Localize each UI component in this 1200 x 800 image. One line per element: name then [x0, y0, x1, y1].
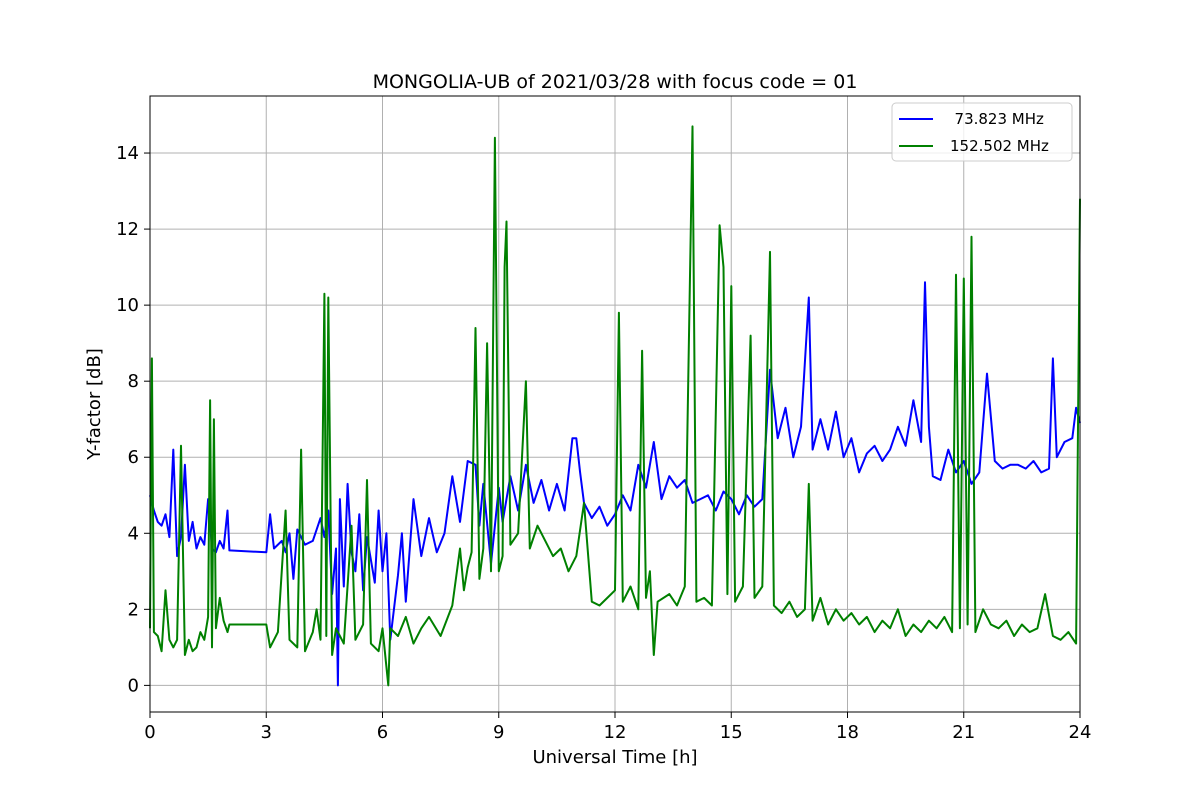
x-tick-label: 15 — [720, 722, 743, 743]
x-axis-label: Universal Time [h] — [532, 747, 697, 768]
series-layer — [149, 125, 1081, 687]
legend-box — [891, 102, 1073, 162]
x-tick-label: 6 — [377, 722, 388, 743]
y-axis: 0 2 4 6 8 10 12 14 — [116, 143, 150, 696]
x-tick-label: 24 — [1069, 722, 1092, 743]
x-tick-label: 9 — [493, 722, 504, 743]
x-tick-label: 18 — [836, 722, 859, 743]
y-tick-label: 14 — [116, 143, 139, 164]
chart-title: MONGOLIA-UB of 2021/03/28 with focus cod… — [373, 71, 858, 93]
x-tick-label: 21 — [952, 722, 975, 743]
series-line-73mhz — [149, 281, 1081, 687]
x-tick-label: 12 — [604, 722, 627, 743]
x-axis: 0 3 6 9 12 15 18 21 24 — [144, 712, 1091, 743]
y-tick-label: 2 — [128, 599, 139, 620]
legend-label-152mhz: 152.502 MHz — [950, 137, 1049, 155]
y-tick-label: 4 — [128, 523, 139, 544]
y-axis-label: Y-factor [dB] — [84, 348, 105, 461]
y-tick-label: 8 — [128, 371, 139, 392]
x-tick-label: 0 — [144, 722, 155, 743]
y-tick-label: 6 — [128, 447, 139, 468]
y-tick-label: 0 — [128, 675, 139, 696]
x-tick-label: 3 — [261, 722, 272, 743]
legend-label-73mhz: 73.823 MHz — [945, 110, 1044, 128]
y-tick-label: 12 — [116, 219, 139, 240]
series-line-152mhz — [149, 125, 1081, 687]
y-tick-label: 10 — [116, 295, 139, 316]
legend: 73.823 MHz 152.502 MHz — [891, 102, 1073, 162]
